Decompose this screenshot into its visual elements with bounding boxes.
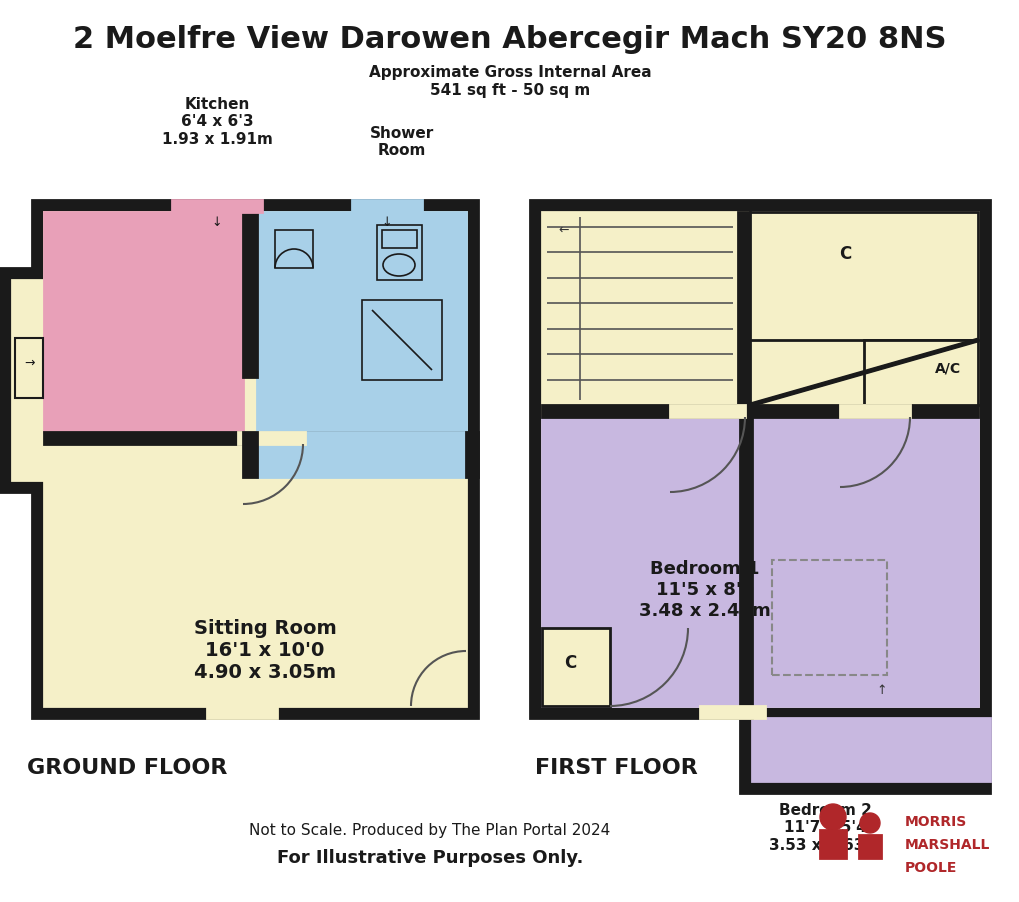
- Text: A/C: A/C: [934, 361, 960, 375]
- Text: For Illustrative Purposes Only.: For Illustrative Purposes Only.: [276, 849, 583, 867]
- Text: ↑: ↑: [876, 684, 887, 696]
- Bar: [382, 230, 417, 248]
- Bar: [699, 706, 764, 718]
- Text: ↓: ↓: [212, 216, 222, 228]
- Bar: [243, 432, 257, 477]
- Bar: [749, 212, 977, 340]
- Bar: [377, 225, 422, 280]
- Text: C: C: [564, 654, 576, 672]
- Bar: [0, 268, 55, 492]
- Text: MORRIS: MORRIS: [904, 815, 966, 829]
- Bar: [257, 212, 466, 432]
- Text: Approximate Gross Internal Area: Approximate Gross Internal Area: [368, 66, 651, 80]
- Ellipse shape: [382, 254, 415, 276]
- Bar: [530, 200, 989, 718]
- Bar: [669, 405, 744, 417]
- Text: FIRST FLOOR: FIRST FLOOR: [535, 758, 697, 778]
- Bar: [541, 212, 977, 706]
- Bar: [739, 718, 989, 793]
- Bar: [863, 340, 977, 405]
- Circle shape: [819, 804, 845, 830]
- Text: Bedroom 2
11'7 x 5'4
3.53 x 1.63m: Bedroom 2 11'7 x 5'4 3.53 x 1.63m: [768, 803, 879, 853]
- Text: ←: ←: [558, 224, 569, 236]
- Bar: [466, 432, 478, 477]
- Text: Kitchen
6'4 x 6'3
1.93 x 1.91m: Kitchen 6'4 x 6'3 1.93 x 1.91m: [161, 97, 272, 147]
- Bar: [541, 417, 739, 706]
- Text: Sitting Room
16'1 x 10'0
4.90 x 3.05m: Sitting Room 16'1 x 10'0 4.90 x 3.05m: [194, 619, 336, 682]
- Bar: [243, 212, 257, 377]
- Bar: [819, 830, 845, 858]
- Bar: [858, 835, 880, 858]
- Text: MARSHALL: MARSHALL: [904, 838, 989, 852]
- Bar: [207, 706, 277, 718]
- Bar: [751, 718, 989, 781]
- Text: GROUND FLOOR: GROUND FLOOR: [26, 758, 227, 778]
- Bar: [738, 212, 749, 405]
- Bar: [541, 628, 609, 706]
- Bar: [257, 432, 466, 477]
- Text: Shower
Room: Shower Room: [370, 125, 434, 158]
- Bar: [362, 300, 441, 380]
- Bar: [739, 417, 751, 718]
- Text: →: →: [24, 356, 36, 370]
- Bar: [237, 432, 305, 444]
- Bar: [751, 417, 977, 706]
- Text: ↓: ↓: [381, 216, 392, 228]
- Bar: [352, 200, 422, 212]
- Bar: [44, 212, 466, 706]
- Bar: [275, 230, 313, 268]
- Bar: [840, 405, 909, 417]
- Bar: [44, 432, 466, 444]
- Bar: [15, 338, 43, 398]
- Bar: [172, 200, 262, 212]
- Text: POOLE: POOLE: [904, 861, 957, 875]
- Text: C: C: [838, 245, 850, 263]
- Bar: [44, 212, 243, 432]
- Text: 541 sq ft - 50 sq m: 541 sq ft - 50 sq m: [429, 82, 590, 97]
- Text: Not to Scale. Produced by The Plan Portal 2024: Not to Scale. Produced by The Plan Porta…: [249, 823, 610, 837]
- Bar: [541, 405, 977, 417]
- Text: Bedroom 1
11'5 x 8'0
3.48 x 2.44m: Bedroom 1 11'5 x 8'0 3.48 x 2.44m: [639, 560, 770, 620]
- Bar: [32, 200, 478, 718]
- Bar: [12, 280, 55, 480]
- Circle shape: [859, 813, 879, 833]
- Text: 2 Moelfre View Darowen Abercegir Mach SY20 8NS: 2 Moelfre View Darowen Abercegir Mach SY…: [73, 25, 946, 54]
- Bar: [771, 560, 887, 675]
